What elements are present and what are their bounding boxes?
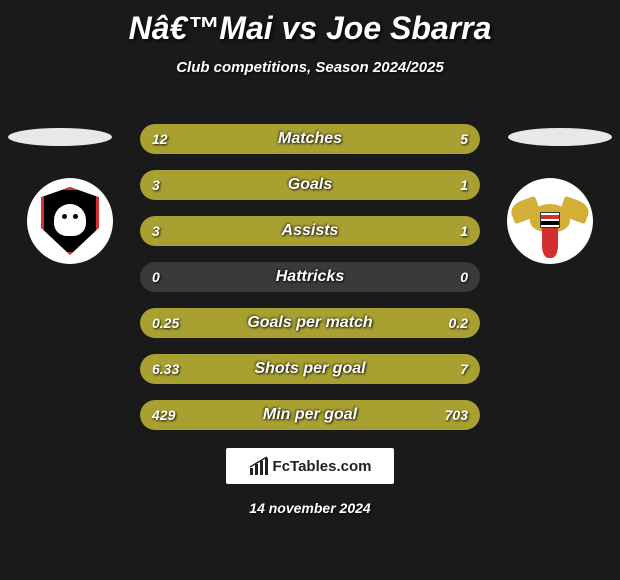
stat-value-right: 1 [460,216,468,246]
footer-date: 14 november 2024 [0,500,620,516]
stat-value-right: 0.2 [449,308,468,338]
stat-label: Assists [140,216,480,246]
comparison-bars: Matches125Goals31Assists31Hattricks00Goa… [140,124,480,446]
stat-label: Min per goal [140,400,480,430]
stat-row: Assists3 1 [140,216,480,246]
club-badge-right [507,178,593,264]
stat-row: Min per goal429 703 [140,400,480,430]
stat-row: Shots per goal6.33 7 [140,354,480,384]
stat-value-right: 7 [460,354,468,384]
player-shadow-left [8,128,112,146]
page-title: Nâ€™Mai vs Joe Sbarra [0,0,620,47]
stat-value-left: 3 [152,170,160,200]
lion-icon [54,204,86,236]
stat-value-left: 12 [152,124,168,154]
brand-logo: FcTables.com [226,448,394,484]
shield-icon [41,187,99,255]
stat-label: Matches [140,124,480,154]
stat-value-left: 429 [152,400,175,430]
stat-row: Matches12 5 [140,124,480,154]
stat-value-left: 0.25 [152,308,179,338]
stat-label: Goals [140,170,480,200]
club-badge-left [27,178,113,264]
stat-value-right: 0 [460,262,468,292]
stat-row: Goals per match0.25 0.2 [140,308,480,338]
stat-value-left: 0 [152,262,160,292]
stat-value-right: 1 [460,170,468,200]
stat-row: Hattricks0 0 [140,262,480,292]
stat-label: Goals per match [140,308,480,338]
player-shadow-right [508,128,612,146]
stat-value-right: 703 [445,400,468,430]
stat-value-left: 3 [152,216,160,246]
stat-row: Goals3 1 [140,170,480,200]
stat-label: Shots per goal [140,354,480,384]
stat-label: Hattricks [140,262,480,292]
brand-text: FcTables.com [273,458,372,475]
eagle-icon [507,178,593,264]
stat-value-left: 6.33 [152,354,179,384]
page-subtitle: Club competitions, Season 2024/2025 [0,59,620,76]
bars-growth-icon [249,456,269,476]
stat-value-right: 5 [460,124,468,154]
